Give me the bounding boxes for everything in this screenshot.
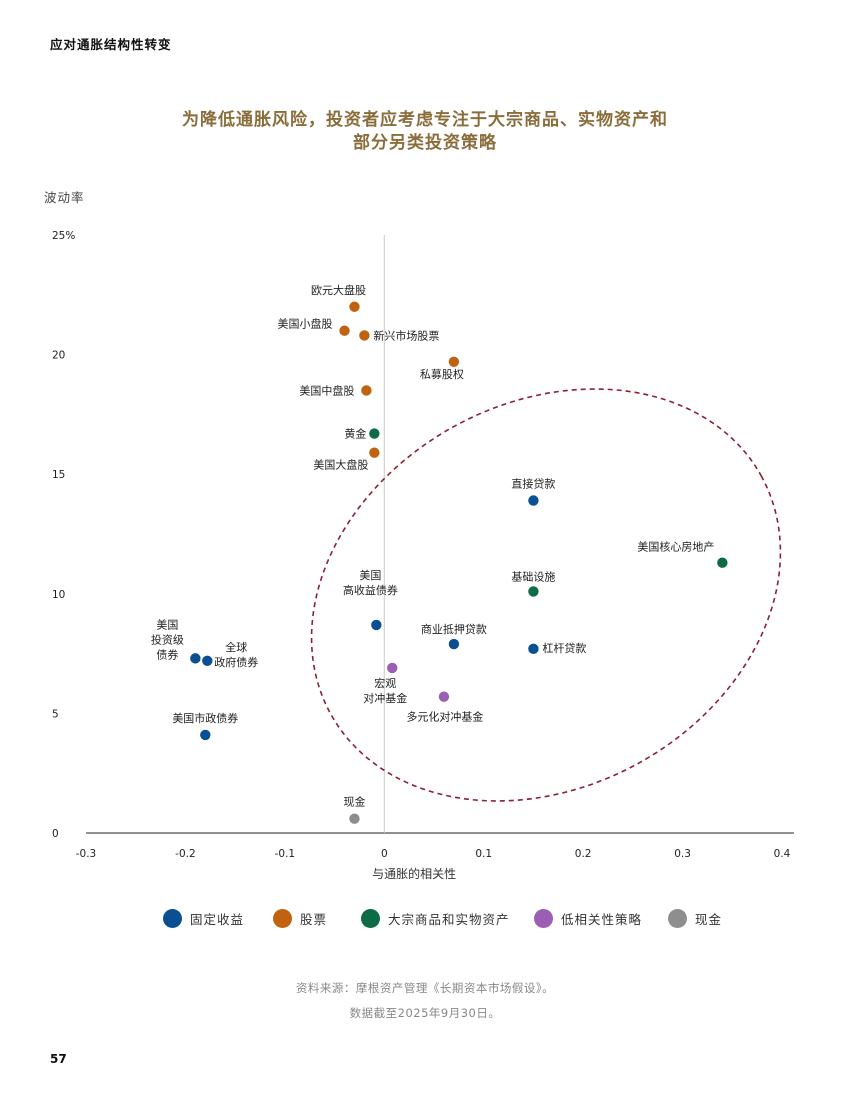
legend-label: 低相关性策略 <box>561 911 643 927</box>
date-note: 数据截至2025年9月30日。 <box>349 1006 501 1020</box>
data-point <box>349 813 360 824</box>
legend-swatch <box>361 908 380 928</box>
data-point-label: 欧元大盘股 <box>311 283 366 297</box>
data-point <box>359 330 370 341</box>
data-point-label: 宏观 <box>374 676 396 690</box>
data-point <box>349 301 360 312</box>
data-point-label: 美国 <box>156 618 178 631</box>
data-point-label: 直接贷款 <box>511 477 555 491</box>
x-tick-label: -0.2 <box>175 848 196 860</box>
legend-item: 固定收益 <box>163 906 244 930</box>
data-point <box>448 638 460 650</box>
legend-item: 现金 <box>668 906 722 930</box>
data-point-label: 投资级 <box>151 632 184 646</box>
x-tick-label: -0.3 <box>76 848 97 860</box>
y-axis-label: 波动率 <box>44 190 85 205</box>
data-point <box>371 619 382 631</box>
data-point-label: 美国大盘股 <box>313 458 368 472</box>
data-point <box>369 447 380 458</box>
y-tick-label: 20 <box>52 350 65 362</box>
legend-label: 固定收益 <box>190 911 245 927</box>
data-point-label: 现金 <box>343 795 365 809</box>
legend-label: 股票 <box>300 911 328 927</box>
data-point <box>190 653 201 664</box>
data-point <box>717 557 728 568</box>
y-tick-label: 0 <box>52 828 59 840</box>
chart-title-line-1: 为降低通胀风险，投资者应考虑专注于大宗商品、实物资产和 <box>182 110 668 130</box>
data-point <box>387 662 398 674</box>
data-point <box>528 586 539 597</box>
y-tick-label: 15 <box>52 469 65 481</box>
data-point-label: 美国核心房地产 <box>637 540 714 554</box>
data-point <box>202 655 213 666</box>
highlight-ellipse <box>310 388 782 802</box>
data-point-label: 债券 <box>156 647 178 661</box>
page-number: 57 <box>50 1052 67 1066</box>
source-note: 资料来源：摩根资产管理《长期资本市场假设》。 <box>295 981 555 995</box>
data-point-label: 高收益债券 <box>343 583 398 597</box>
y-tick-label: 5 <box>52 708 59 720</box>
data-point-label: 美国中盘股 <box>299 383 354 397</box>
legend-swatch <box>668 908 687 928</box>
data-point-label: 基础设施 <box>511 570 555 583</box>
data-point-label: 对冲基金 <box>363 691 407 705</box>
data-point-label: 美国市政债券 <box>172 711 238 725</box>
chart-legend: 固定收益 股票 大宗商品和实物资产 低相关性策略 现金 <box>0 906 850 930</box>
y-tick-label: 10 <box>52 589 65 601</box>
x-tick-label: 0.1 <box>475 848 492 860</box>
data-point-label: 美国小盘股 <box>278 317 333 331</box>
legend-swatch <box>273 908 292 928</box>
data-point-label: 私募股权 <box>420 368 464 381</box>
data-point-label: 多元化对冲基金 <box>406 710 483 724</box>
x-axis-label: 与通胀的相关性 <box>372 866 456 881</box>
data-point <box>438 691 450 702</box>
legend-item: 大宗商品和实物资产 <box>361 906 510 930</box>
data-point <box>361 385 372 396</box>
section-header: 应对通胀结构性转变 <box>50 37 172 52</box>
data-point <box>528 643 539 655</box>
data-point <box>200 729 211 741</box>
data-point-label: 美国 <box>359 569 381 582</box>
legend-label: 大宗商品和实物资产 <box>388 911 510 927</box>
legend-item: 低相关性策略 <box>534 906 642 930</box>
data-point <box>528 495 539 506</box>
legend-swatch <box>163 908 182 928</box>
scatter-chart: -0.3 -0.2 -0.1 0 0.1 0.2 0.3 0.4 0 5 10 15 20 25% 与通胀的… <box>52 230 794 881</box>
chart-title-line-2: 部分另类投资策略 <box>353 133 497 153</box>
x-tick-label: 0.3 <box>674 848 691 860</box>
data-point <box>448 356 460 367</box>
data-point-label: 商业抵押贷款 <box>421 622 487 636</box>
x-tick-label: 0.4 <box>774 848 791 860</box>
legend-item: 股票 <box>273 906 327 930</box>
data-point <box>339 325 350 336</box>
legend-swatch <box>534 908 553 928</box>
data-point-label: 黄金 <box>344 427 366 441</box>
data-point-label: 政府债券 <box>214 655 258 669</box>
x-tick-label: 0.2 <box>575 848 592 860</box>
x-tick-label: -0.1 <box>275 848 296 860</box>
legend-label: 现金 <box>695 911 723 927</box>
data-point-label: 新兴市场股票 <box>373 328 439 342</box>
y-tick-label: 25% <box>52 230 75 242</box>
data-point-label: 全球 <box>225 640 247 654</box>
data-point <box>369 428 380 439</box>
x-tick-label: 0 <box>381 848 388 860</box>
data-point-label: 杠杆贷款 <box>542 641 586 655</box>
